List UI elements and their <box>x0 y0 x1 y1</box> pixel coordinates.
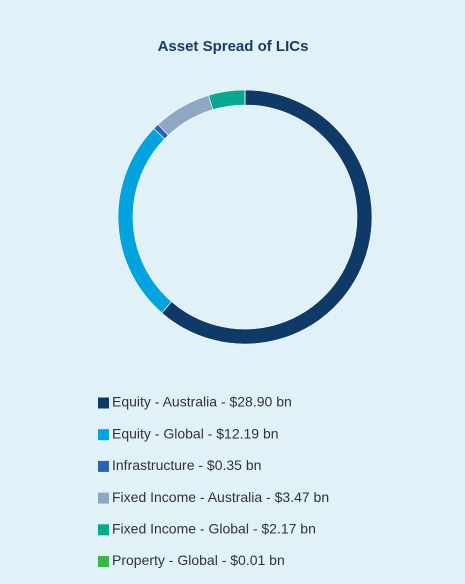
donut-slice <box>161 89 373 345</box>
legend-label: Infrastructure - $0.35 bn <box>112 457 261 473</box>
legend-label: Equity - Global - $12.19 bn <box>112 425 279 441</box>
legend-swatch <box>98 492 109 504</box>
legend-label: Property - Global - $0.01 bn <box>112 552 285 568</box>
legend-swatch <box>98 524 109 536</box>
legend-label: Fixed Income - Australia - $3.47 bn <box>112 489 329 505</box>
legend-swatch <box>98 556 109 567</box>
chart-title: Asset Spread of LICs <box>158 38 309 55</box>
legend-label: Equity - Australia - $28.90 bn <box>112 394 292 410</box>
legend-label: Fixed Income - Global - $2.17 bn <box>112 521 316 537</box>
legend-swatch <box>98 460 109 472</box>
legend-swatch <box>98 429 109 441</box>
legend-swatch <box>98 397 109 409</box>
